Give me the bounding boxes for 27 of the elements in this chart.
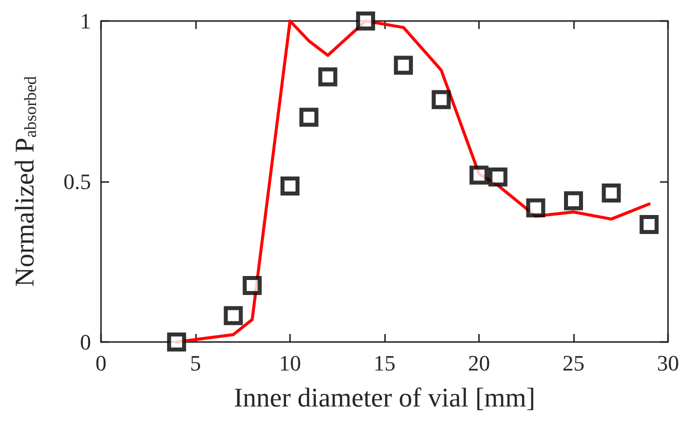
x-tick-label: 30 (657, 350, 679, 376)
point (280, 176, 300, 196)
point (242, 276, 262, 296)
point (526, 198, 546, 218)
y-tick-label: 1 (80, 8, 91, 34)
y-axis-title: Normalized Pabsorbed (10, 76, 40, 287)
point (318, 67, 338, 86)
x-tick-label: 10 (279, 350, 301, 376)
point (394, 56, 413, 75)
point (356, 12, 376, 30)
point (432, 90, 451, 110)
x-axis-title: Inner diameter of vial [mm] (234, 382, 536, 412)
y-tick-label: 0 (80, 330, 91, 354)
x-tick-label: 15 (374, 350, 396, 376)
point (470, 166, 488, 185)
x-tick-label: 20 (468, 350, 490, 376)
point (640, 215, 659, 234)
point (488, 168, 508, 187)
point (299, 108, 318, 127)
x-tick-label: 0 (96, 350, 106, 376)
point (167, 332, 186, 352)
point (564, 191, 583, 210)
y-tick-label: 0.5 (64, 169, 91, 194)
x-tick-label: 5 (190, 350, 201, 376)
x-tick-label: 25 (562, 350, 584, 376)
point (224, 306, 243, 326)
point (602, 184, 621, 203)
